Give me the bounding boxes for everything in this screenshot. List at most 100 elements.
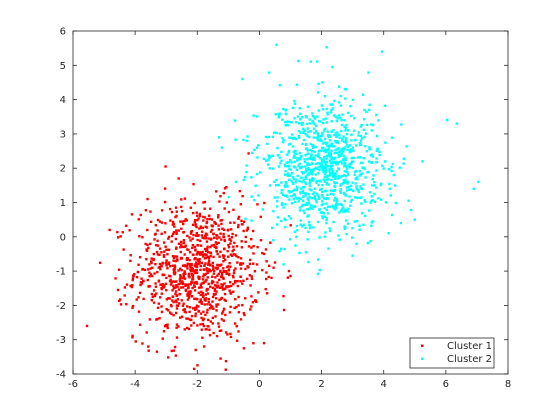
point-cluster-1 — [199, 323, 202, 326]
point-cluster-2 — [311, 112, 314, 115]
point-cluster-2 — [253, 198, 256, 202]
point-cluster-2 — [270, 226, 274, 230]
point-cluster-2 — [330, 149, 333, 153]
point-cluster-1 — [181, 304, 185, 308]
point-cluster-1 — [239, 203, 242, 206]
point-cluster-1 — [159, 283, 162, 286]
point-cluster-2 — [324, 189, 327, 193]
point-cluster-1 — [150, 261, 153, 265]
point-cluster-2 — [301, 225, 304, 228]
point-cluster-2 — [354, 138, 357, 142]
point-cluster-2 — [346, 222, 350, 225]
point-cluster-1 — [172, 349, 176, 352]
point-cluster-1 — [144, 209, 148, 212]
point-cluster-1 — [235, 339, 239, 342]
point-cluster-2 — [338, 153, 342, 157]
point-cluster-1 — [190, 281, 194, 284]
point-cluster-1 — [118, 299, 121, 303]
point-cluster-1 — [149, 220, 153, 224]
point-cluster-2 — [290, 194, 293, 198]
point-cluster-2 — [344, 97, 347, 100]
point-cluster-1 — [160, 232, 163, 235]
point-cluster-2 — [339, 94, 343, 98]
point-cluster-2 — [317, 82, 320, 85]
point-cluster-1 — [191, 307, 195, 310]
point-cluster-1 — [181, 264, 185, 267]
point-cluster-2 — [333, 151, 336, 155]
point-cluster-1 — [195, 253, 199, 256]
point-cluster-1 — [218, 286, 222, 289]
point-cluster-2 — [337, 85, 341, 88]
point-cluster-1 — [183, 264, 186, 267]
point-cluster-2 — [250, 195, 253, 198]
point-cluster-1 — [190, 273, 194, 277]
point-cluster-1 — [254, 299, 257, 302]
point-cluster-2 — [286, 124, 290, 127]
point-cluster-2 — [287, 149, 291, 153]
point-cluster-2 — [333, 199, 336, 202]
point-cluster-2 — [354, 170, 357, 174]
point-cluster-2 — [329, 192, 333, 196]
point-cluster-2 — [320, 158, 324, 162]
point-cluster-1 — [147, 345, 150, 348]
point-cluster-2 — [334, 156, 337, 160]
point-cluster-1 — [186, 234, 189, 238]
point-cluster-2 — [311, 150, 314, 153]
point-cluster-1 — [196, 297, 199, 301]
point-cluster-1 — [202, 317, 206, 321]
point-cluster-2 — [278, 156, 281, 159]
point-cluster-1 — [239, 275, 242, 278]
point-cluster-2 — [299, 219, 302, 222]
point-cluster-1 — [173, 264, 177, 267]
point-cluster-2 — [290, 190, 293, 193]
point-cluster-2 — [313, 197, 317, 200]
point-cluster-1 — [211, 316, 215, 320]
point-cluster-2 — [336, 147, 339, 151]
point-cluster-1 — [135, 298, 138, 301]
point-cluster-2 — [347, 129, 350, 132]
point-cluster-1 — [287, 269, 291, 273]
point-cluster-2 — [330, 165, 333, 169]
point-cluster-1 — [234, 253, 237, 256]
point-cluster-1 — [198, 277, 201, 281]
point-cluster-2 — [282, 206, 285, 209]
point-cluster-2 — [360, 187, 363, 190]
point-cluster-1 — [222, 267, 225, 270]
point-cluster-2 — [289, 142, 292, 146]
point-cluster-1 — [216, 303, 220, 306]
point-cluster-2 — [358, 141, 362, 145]
point-cluster-1 — [222, 277, 225, 280]
point-cluster-1 — [108, 228, 111, 232]
point-cluster-1 — [186, 248, 189, 251]
point-cluster-2 — [370, 221, 373, 224]
point-cluster-1 — [181, 277, 185, 280]
point-cluster-2 — [289, 168, 292, 171]
point-cluster-1 — [202, 219, 205, 222]
point-cluster-2 — [359, 161, 363, 165]
point-cluster-2 — [356, 176, 359, 179]
point-cluster-2 — [298, 209, 302, 212]
point-cluster-2 — [332, 193, 335, 196]
point-cluster-2 — [280, 191, 283, 195]
point-cluster-1 — [201, 292, 204, 296]
point-cluster-2 — [283, 184, 286, 187]
point-cluster-1 — [222, 256, 225, 259]
point-cluster-2 — [299, 197, 302, 201]
point-cluster-2 — [330, 130, 333, 133]
point-cluster-2 — [320, 211, 324, 214]
x-tick-label: 6 — [443, 379, 449, 390]
point-cluster-2 — [306, 173, 309, 177]
point-cluster-2 — [309, 206, 312, 210]
point-cluster-1 — [205, 254, 208, 257]
point-cluster-1 — [157, 266, 160, 269]
point-cluster-2 — [296, 115, 300, 118]
point-cluster-1 — [235, 325, 238, 328]
point-cluster-2 — [298, 251, 301, 255]
point-cluster-1 — [172, 270, 176, 273]
point-cluster-1 — [196, 324, 199, 327]
point-cluster-2 — [333, 182, 337, 185]
point-cluster-2 — [299, 155, 303, 159]
point-cluster-2 — [360, 137, 364, 140]
point-cluster-1 — [180, 205, 183, 209]
point-cluster-2 — [355, 185, 358, 188]
